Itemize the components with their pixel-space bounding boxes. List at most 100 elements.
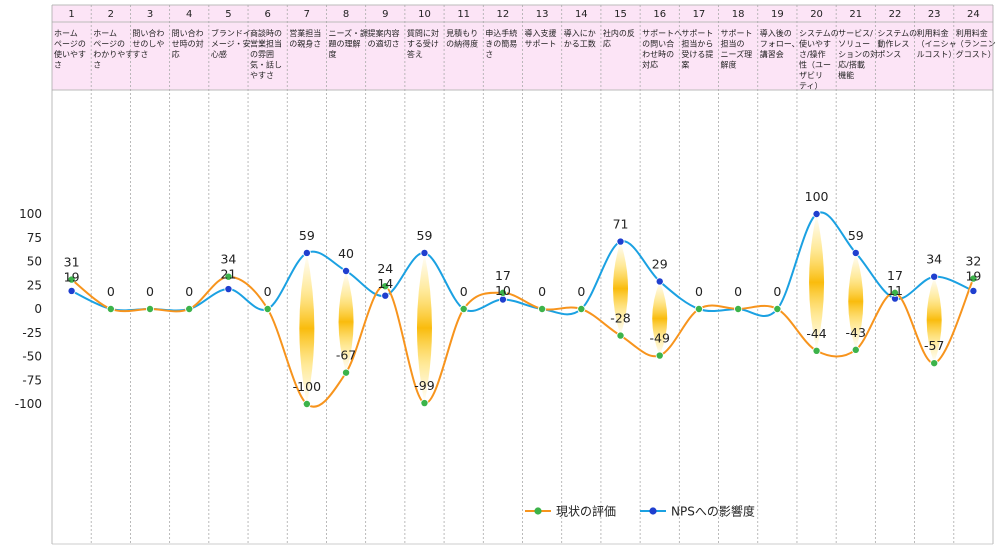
category-number: 4 xyxy=(186,9,192,20)
data-point xyxy=(263,304,272,313)
data-label: -57 xyxy=(924,338,944,353)
category-label: 見積もりの納得度 xyxy=(446,28,478,49)
data-label: 0 xyxy=(107,284,115,299)
data-point xyxy=(381,282,390,291)
data-point xyxy=(67,286,76,295)
y-tick-label: 75 xyxy=(27,231,42,245)
category-number: 1 xyxy=(68,9,74,20)
data-label: 0 xyxy=(185,284,193,299)
y-tick-label: 0 xyxy=(34,302,42,316)
category-number: 9 xyxy=(382,9,388,20)
y-tick-label: 100 xyxy=(19,207,42,221)
y-tick-label: -25 xyxy=(22,326,42,340)
data-point xyxy=(969,286,978,295)
data-label: 40 xyxy=(338,246,354,261)
legend: 現状の評価 NPSへの影響度 xyxy=(525,504,755,519)
legend-marker-nps xyxy=(649,507,657,515)
category-label: システムの使いやすさ/操作性（ユーザビリティ） xyxy=(799,29,839,91)
category-number: 16 xyxy=(653,9,666,20)
gap-highlight xyxy=(652,281,668,356)
data-label: 34 xyxy=(220,252,236,267)
data-label: 31 xyxy=(64,255,80,270)
grid xyxy=(51,5,994,545)
data-point xyxy=(381,291,390,300)
category-number: 17 xyxy=(693,9,706,20)
data-point xyxy=(420,248,429,257)
category-label: ブランドイメージ・安心感 xyxy=(211,28,251,59)
data-point xyxy=(342,368,351,377)
data-point xyxy=(106,304,115,313)
category-number: 11 xyxy=(457,9,470,20)
category-label: ホームページの使いやすさ xyxy=(54,29,86,70)
data-point xyxy=(420,399,429,408)
category-number: 13 xyxy=(536,9,549,20)
data-label: 59 xyxy=(417,228,433,243)
gap-highlight xyxy=(809,214,825,351)
legend-label-current: 現状の評価 xyxy=(556,504,616,519)
data-point xyxy=(851,248,860,257)
category-number: 19 xyxy=(771,9,784,20)
data-label: 0 xyxy=(460,284,468,299)
data-label: -99 xyxy=(414,378,434,393)
category-label: サポート担当から受ける提案 xyxy=(681,29,713,70)
data-label: 34 xyxy=(926,252,942,267)
y-tick-label: -100 xyxy=(15,397,42,411)
data-label: -44 xyxy=(806,326,826,341)
category-number: 20 xyxy=(810,9,823,20)
data-label: 17 xyxy=(495,268,511,283)
category-number: 3 xyxy=(147,9,153,20)
category-number: 6 xyxy=(264,9,270,20)
category-number: 15 xyxy=(614,9,627,20)
data-label: -67 xyxy=(336,348,356,363)
data-point xyxy=(342,266,351,275)
gap-highlight xyxy=(848,252,864,350)
legend-label-nps: NPSへの影響度 xyxy=(671,504,755,519)
data-label: 0 xyxy=(538,284,546,299)
data-label: 29 xyxy=(652,256,668,271)
data-point xyxy=(146,304,155,313)
y-tick-label: 25 xyxy=(27,278,42,292)
data-label: 19 xyxy=(64,270,80,285)
data-point xyxy=(302,248,311,257)
data-label: 0 xyxy=(695,284,703,299)
data-point xyxy=(616,331,625,340)
y-axis: 100 75 50 25 0 -25 -50 -75 -100 xyxy=(15,207,42,411)
y-tick-label: -50 xyxy=(22,350,42,364)
data-point xyxy=(930,272,939,281)
category-label: サービス/ソリューションの対応/搭載機能 xyxy=(838,29,878,80)
category-number: 12 xyxy=(497,9,510,20)
series-markers xyxy=(67,209,978,408)
category-label: 商談時の営業担当の雰囲気・話しやすさ xyxy=(250,28,282,80)
data-point xyxy=(616,237,625,246)
data-label: 21 xyxy=(220,267,236,282)
gap-highlight xyxy=(926,276,942,364)
gap-highlight xyxy=(416,252,432,404)
data-label: 17 xyxy=(887,268,903,283)
data-point xyxy=(655,277,664,286)
data-label: 24 xyxy=(377,261,393,276)
category-number: 21 xyxy=(849,9,862,20)
category-label: 問い合わせのしやすさ xyxy=(132,28,164,59)
data-point xyxy=(538,304,547,313)
data-point xyxy=(930,359,939,368)
category-label: 提案内容の適切さ xyxy=(368,28,400,49)
data-point xyxy=(734,304,743,313)
data-point xyxy=(67,275,76,284)
data-point xyxy=(969,274,978,283)
category-number: 5 xyxy=(225,9,231,20)
category-label: ホームページのわかりやすさ xyxy=(93,29,133,70)
data-point xyxy=(498,288,507,297)
data-point xyxy=(773,304,782,313)
data-label: 59 xyxy=(299,228,315,243)
data-point xyxy=(851,345,860,354)
category-number: 8 xyxy=(343,9,349,20)
category-label: サポート担当のニーズ理解度 xyxy=(721,29,753,70)
data-label: 14 xyxy=(377,276,393,291)
data-label: -28 xyxy=(610,311,630,326)
category-label: 問い合わせ時の対応 xyxy=(172,28,204,59)
data-label: 10 xyxy=(495,283,511,298)
category-label: 導入にかかる工数 xyxy=(564,28,596,49)
category-number: 23 xyxy=(928,9,941,20)
category-label: サポートへの問い合わせ時の対応 xyxy=(642,29,682,70)
data-point xyxy=(224,285,233,294)
